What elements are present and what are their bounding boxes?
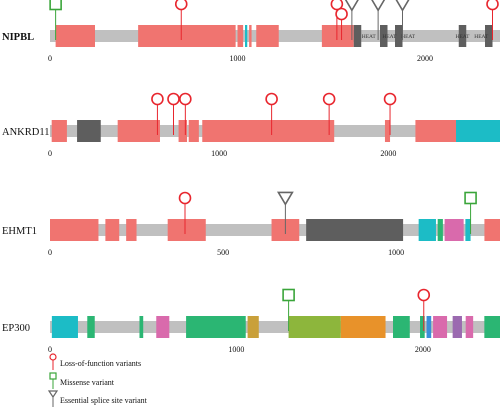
protein-domain <box>484 316 500 338</box>
protein-domain <box>237 25 244 47</box>
variant-marker-lof <box>151 92 164 106</box>
legend-label: Loss-of-function variants <box>60 359 141 368</box>
domain-label: HEAT <box>455 34 470 40</box>
protein-domain <box>380 25 388 47</box>
variant-marker-lof <box>322 92 336 106</box>
protein-domain <box>456 120 500 142</box>
protein-domain <box>117 120 160 142</box>
protein-domain <box>87 316 95 338</box>
gene-track-ehmt1: EHMT1 0 500 1000 <box>2 191 500 257</box>
axis-tick-label: 1000 <box>230 54 246 63</box>
variant-marker-lof <box>417 288 431 302</box>
protein-domain <box>178 120 188 142</box>
variant-marker-missense <box>49 0 62 11</box>
legend-label: Essential splice site variant <box>60 396 148 405</box>
protein-domain <box>105 219 120 241</box>
variant-marker-splice <box>276 191 294 206</box>
variant-marker-splice <box>371 0 386 12</box>
protein-domain <box>340 316 386 338</box>
axis-tick-label: 2000 <box>415 345 431 354</box>
protein-domain <box>138 25 236 47</box>
protein-domain <box>306 219 404 241</box>
protein-domain <box>465 316 474 338</box>
legend-marker-lof <box>49 353 57 361</box>
domain-label: HEAT <box>382 34 397 40</box>
variant-marker-lof <box>335 7 348 21</box>
protein-domain <box>202 120 335 142</box>
protein-domain <box>321 25 354 47</box>
protein-domain <box>256 25 279 47</box>
variant-marker-lof <box>486 0 499 11</box>
protein-domain <box>353 25 362 47</box>
axis-tick-label: 2000 <box>380 149 396 158</box>
protein-domain <box>437 219 443 241</box>
protein-domain <box>288 316 341 338</box>
axis-tick-label: 0 <box>48 248 52 257</box>
variant-marker-missense <box>282 288 295 302</box>
protein-domain <box>418 219 436 241</box>
gene-track-ep300: EP300 0 1000 2000 <box>2 288 500 354</box>
legend: Loss-of-function variants Missense varian… <box>47 353 148 407</box>
protein-domain <box>452 316 462 338</box>
axis-tick-label: 0 <box>48 54 52 63</box>
gene-name: ANKRD11 <box>2 127 49 138</box>
protein-domain <box>51 120 67 142</box>
variant-marker-missense <box>464 191 477 205</box>
gene-name: EHMT1 <box>2 226 37 237</box>
gene-track-nipbl: NIPBL HEAT HEAT HEAT HEAT HEAT 0 1000 2000 <box>2 0 500 63</box>
variant-marker-lof <box>174 0 188 11</box>
gene-track-ankrd11: ANKRD11 0 1000 2000 <box>2 92 500 158</box>
protein-domain <box>249 25 252 47</box>
protein-domain <box>384 120 391 142</box>
legend-marker-missense <box>49 372 57 380</box>
variant-marker-lof <box>265 92 278 106</box>
variant-marker-lof <box>383 92 397 106</box>
domain-label: HEAT <box>474 34 489 40</box>
axis-tick-label: 500 <box>217 248 229 257</box>
protein-domain <box>247 316 259 338</box>
gene-name: EP300 <box>2 323 30 334</box>
protein-domain <box>139 316 144 338</box>
protein-domain <box>485 25 493 47</box>
protein-domain <box>420 316 425 338</box>
protein-domain <box>156 316 170 338</box>
protein-domain <box>186 316 246 338</box>
protein-domain <box>126 219 137 241</box>
protein-domain <box>51 316 78 338</box>
variant-marker-splice <box>395 0 410 12</box>
protein-domain <box>465 219 471 241</box>
variant-marker-lof <box>178 191 192 205</box>
legend-label: Missense variant <box>60 378 115 387</box>
variant-marker-lof <box>330 0 344 11</box>
protein-backbone <box>50 321 500 333</box>
axis-tick-label: 1000 <box>211 149 227 158</box>
axis-tick-label: 2000 <box>417 54 433 63</box>
protein-domain <box>395 25 403 47</box>
protein-domain <box>426 316 432 338</box>
axis-tick-label: 1000 <box>228 345 244 354</box>
gene-name: NIPBL <box>2 32 34 43</box>
axis-tick-label: 0 <box>48 345 52 354</box>
protein-domain <box>188 120 199 142</box>
protein-domain <box>392 316 410 338</box>
protein-domain <box>50 219 99 241</box>
protein-domain <box>245 25 248 47</box>
variant-marker-lof <box>167 92 180 106</box>
protein-domain <box>484 219 500 241</box>
legend-marker-splice <box>47 390 59 399</box>
protein-domain <box>77 120 101 142</box>
axis-tick-label: 0 <box>48 149 52 158</box>
protein-domain <box>55 25 95 47</box>
variant-marker-lof <box>179 92 192 106</box>
protein-domain <box>415 120 457 142</box>
variant-marker-splice <box>344 0 359 12</box>
protein-domain <box>167 219 206 241</box>
protein-domain <box>444 219 464 241</box>
domain-label: HEAT <box>362 34 377 40</box>
axis-tick-label: 1000 <box>388 248 404 257</box>
protein-domain <box>458 25 467 47</box>
domain-label: HEAT <box>401 34 416 40</box>
protein-domain <box>433 316 448 338</box>
